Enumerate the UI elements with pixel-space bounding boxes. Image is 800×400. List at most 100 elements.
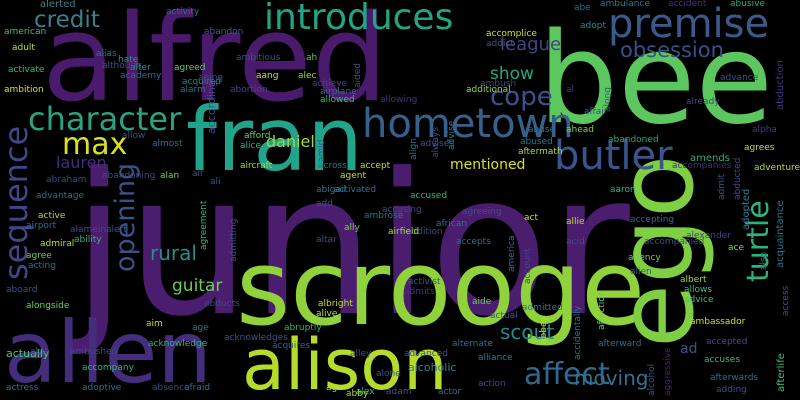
cloud-word: addition [406,227,443,237]
cloud-word: allowing [380,95,418,105]
cloud-word: obsession [620,38,724,62]
cloud-word: admiral [40,239,75,249]
cloud-word: aim [146,319,163,329]
cloud-word: activated [334,185,377,195]
cloud-word: accepting [630,215,675,225]
cloud-word: abortion [230,85,268,95]
cloud-word: add [316,199,333,209]
cloud-word: introduces [264,0,454,38]
cloud-word: act [524,213,538,223]
cloud-word: hate [118,55,139,65]
cloud-word: aaron [610,185,636,195]
cloud-word: ad [680,341,698,357]
cloud-word: acting [28,261,56,271]
cloud-word: aftermath [518,147,563,157]
cloud-word: alexander [686,231,731,241]
cloud-word: aircraft [240,161,273,171]
cloud-word: abandoning [102,171,156,181]
cloud-word: aide [472,297,492,307]
cloud-word: air [192,169,204,179]
cloud-word: able [30,347,50,357]
cloud-word: acid [566,237,585,247]
cloud-word: ahead [566,125,594,135]
cloud-word: abbey [539,316,549,344]
cloud-word: alison [242,324,448,400]
cloud-word: aang [256,71,279,81]
cloud-word: alerted [40,0,76,10]
cloud-word: ambitious [236,53,281,63]
cloud-word: adventure [754,163,800,173]
cloud-word: almost [152,139,183,149]
cloud-word: abraham [46,175,87,185]
cloud-word: fran [186,88,363,191]
cloud-word: allen [4,303,212,400]
cloud-word: afterward [598,339,642,349]
cloud-word: acquaintance [775,200,786,268]
cloud-word: agreeing [462,207,502,217]
cloud-word: afraid [184,383,211,393]
cloud-word: alamein [70,225,107,235]
cloud-word: abruptly [284,323,322,333]
cloud-word: america [507,235,517,272]
cloud-word: ago [326,383,343,393]
cloud-word: acquires [272,341,311,351]
cloud-word: guitar [172,276,223,296]
cloud-word: agreement [199,200,209,250]
cloud-word: character [28,100,182,138]
cloud-word: abusive [730,0,765,9]
cloud-word: adam [386,387,412,397]
cloud-word: according [205,80,218,134]
cloud-word: alpha [752,125,777,135]
cloud-word: accomplice [486,29,537,39]
cloud-word: advises [420,139,454,149]
cloud-word: premise [608,1,770,47]
cloud-word: american [4,27,47,37]
cloud-word: alley [350,349,372,359]
cloud-word: scrooge [236,227,646,349]
cloud-word: aided [353,63,363,88]
cloud-word: across [318,161,347,171]
cloud-word: junior [72,132,630,360]
cloud-word: accompanied [644,237,705,247]
cloud-word: abuse [528,125,556,135]
cloud-word: adopted [741,188,752,230]
cloud-word: access [781,285,791,316]
cloud-word: alert [106,225,127,235]
cloud-word: accepted [706,337,748,347]
cloud-word: alter [130,63,151,73]
cloud-word: also [759,251,769,270]
cloud-word: actress [6,383,39,393]
cloud-word: advance [720,73,759,83]
cloud-word: absence [152,383,190,393]
cloud-word: accompanies [672,161,732,171]
cloud-word: allowed [320,95,355,105]
cloud-word: abandoned [608,135,659,145]
cloud-word: al [566,85,575,95]
cloud-word: agency [628,253,661,263]
cloud-word: agent [340,171,366,181]
cloud-word: bee [538,5,774,152]
cloud-word: credit [34,7,100,33]
cloud-word: alone [376,369,401,379]
cloud-word: admitting [229,218,239,262]
cloud-word: airport [26,221,57,231]
cloud-word: hometown [362,101,574,147]
cloud-word: account [523,248,533,284]
cloud-word: accompany [82,363,134,373]
cloud-word: academy [120,71,162,81]
cloud-word: ah [306,53,318,63]
cloud-word: activity [166,7,200,17]
cloud-word: allie [566,217,585,227]
cloud-word: african [436,219,468,229]
cloud-word: additional [466,85,511,95]
cloud-word: accidentally [573,305,583,360]
cloud-word: adopt [580,21,606,31]
cloud-word: alcohol [647,363,657,396]
cloud-word: affair [584,107,608,117]
cloud-word: ambulance [600,0,650,9]
cloud-word: ambassador [690,317,746,327]
cloud-word: aging [198,73,224,83]
cloud-word: abduction [775,60,786,110]
cloud-word: addict [486,39,514,49]
